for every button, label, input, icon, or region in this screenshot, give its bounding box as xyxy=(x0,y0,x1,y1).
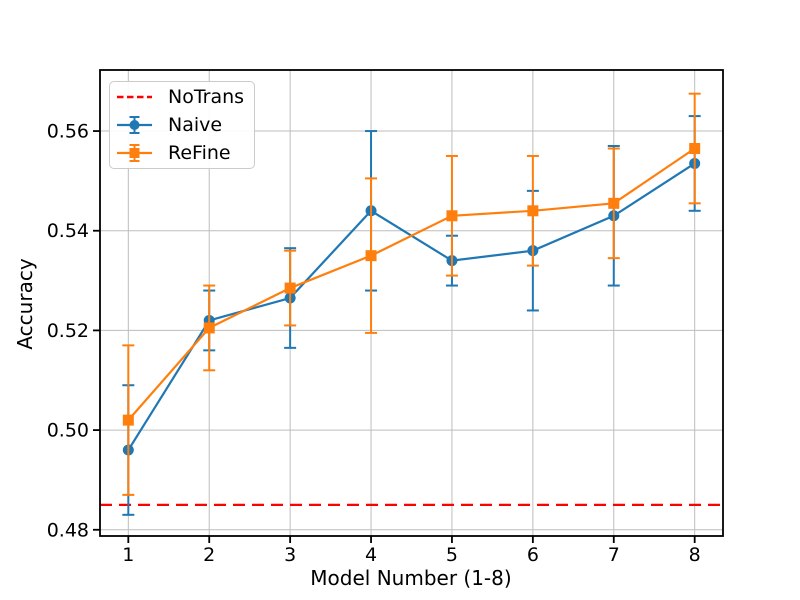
data-point-refine xyxy=(527,205,539,217)
legend-item-label: Naive xyxy=(168,113,223,136)
x-tick-label: 6 xyxy=(527,544,539,566)
x-tick-label: 3 xyxy=(284,544,296,566)
legend-item-refine: ReFine xyxy=(116,139,244,167)
data-point-refine xyxy=(446,210,458,222)
series-line-refine xyxy=(127,147,696,421)
data-point-refine xyxy=(689,142,701,154)
data-point-refine xyxy=(122,414,134,426)
legend-item-label: ReFine xyxy=(168,141,231,164)
legend: NoTrans Naive ReFine xyxy=(109,81,256,169)
data-point-refine xyxy=(608,197,620,209)
data-point-refine xyxy=(203,322,215,334)
legend-item-naive: Naive xyxy=(116,111,244,139)
data-point-refine xyxy=(365,250,377,262)
x-tick-label: 4 xyxy=(365,544,377,566)
legend-item-label: NoTrans xyxy=(168,85,245,108)
axes-frame xyxy=(99,69,724,537)
y-tick-label: 0.56 xyxy=(47,121,89,143)
x-axis-label: Model Number (1-8) xyxy=(310,566,511,590)
legend-item-notrans: NoTrans xyxy=(116,83,244,111)
legend-sample-errorbar-square-icon xyxy=(117,144,152,162)
y-tick-label: 0.54 xyxy=(47,220,89,242)
y-tick-label: 0.48 xyxy=(47,519,89,541)
x-tick-label: 5 xyxy=(446,544,458,566)
y-tick-label: 0.52 xyxy=(47,320,89,342)
legend-sample-dashed-line-icon xyxy=(117,95,152,99)
x-tick-label: 2 xyxy=(203,544,215,566)
x-tick-label: 7 xyxy=(608,544,620,566)
x-tick-label: 1 xyxy=(122,544,134,566)
legend-sample-errorbar-circle-icon xyxy=(117,116,152,134)
data-point-refine xyxy=(284,282,296,294)
y-axis-label: Accuracy xyxy=(13,258,37,349)
y-tick-label: 0.50 xyxy=(47,420,89,442)
x-tick-label: 8 xyxy=(689,544,701,566)
